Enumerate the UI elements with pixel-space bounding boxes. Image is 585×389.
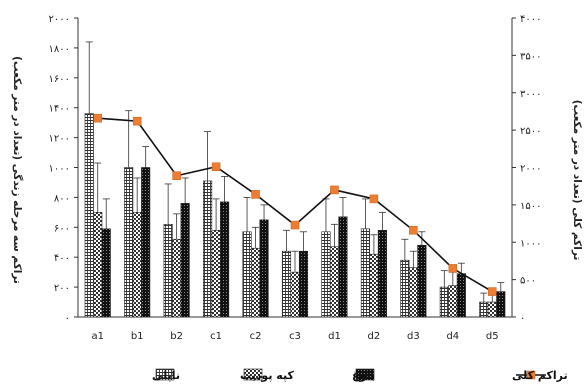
bar-ناپلی-a1 xyxy=(84,113,94,318)
left-axis-title: تراکم سه مرحله زندگی (تعداد در متر مکعب) xyxy=(11,56,24,284)
legend-swatch-marker xyxy=(526,370,536,380)
right-tick-label: ۲۰۰۰ xyxy=(520,164,541,175)
line-marker-c1 xyxy=(211,162,221,172)
right-tick-label: ۴۰۰۰ xyxy=(520,14,541,25)
line-marker-d4 xyxy=(448,264,458,273)
right-tick-label: ۳۰۰۰ xyxy=(520,89,541,100)
bar-کپه پودیت-d2 xyxy=(369,253,379,318)
bar-ناپلی-c3 xyxy=(281,250,292,318)
bar-کپه پودیت-c2 xyxy=(250,247,261,318)
right-axis-ticks: ۰ ۵۰۰ ۱۰۰۰ ۱۵۰۰ ۲۰۰۰ ۲۵۰۰ ۳۰۰۰ ۳۵۰۰ ۴۰۰۰ xyxy=(512,14,541,324)
right-tick-label: ۱۵۰۰ xyxy=(520,201,541,212)
left-tick-label: ۱۶۰۰ xyxy=(49,74,70,85)
right-axis-title: تراکم کلی (تعداد در متر مکعب) xyxy=(571,100,583,261)
bar-ناپلی-d2 xyxy=(360,228,370,318)
x-tick-label-d1: d1 xyxy=(328,331,341,342)
x-tick-label-d3: d3 xyxy=(407,331,420,342)
bar-ناپلی-b2 xyxy=(163,224,173,318)
line-marker-b2 xyxy=(172,171,181,180)
bar-بلوغ-a1 xyxy=(101,228,111,318)
line-marker-c2 xyxy=(251,190,260,199)
left-tick-label: ۸۰۰ xyxy=(54,193,70,204)
x-tick-label-a1: a1 xyxy=(91,331,104,342)
bar-بلوغ-b2 xyxy=(180,203,190,318)
left-tick-label: ۱۴۰۰ xyxy=(49,104,70,115)
left-tick-label: ۲۰۰۰ xyxy=(49,14,70,25)
bar-کپه پودیت-d1 xyxy=(329,246,340,318)
bar-ناپلی-d4 xyxy=(439,286,449,318)
bar-بلوغ-d4 xyxy=(456,273,466,318)
left-tick-label: ۱۸۰۰ xyxy=(49,44,70,55)
line-marker-b1 xyxy=(132,116,142,126)
bar-بلوغ-c1 xyxy=(220,201,230,318)
right-tick-label: ۱۰۰۰ xyxy=(520,238,541,249)
bar-ناپلی-d3 xyxy=(400,259,410,318)
bar-بلوغ-c2 xyxy=(259,219,269,318)
left-tick-label: ۰ xyxy=(65,313,70,324)
bar-ناپلی-d1 xyxy=(321,231,331,318)
x-tick-label-c2: c2 xyxy=(250,331,262,342)
x-tick-label-d2: d2 xyxy=(368,331,381,342)
legend-label: بلوغ xyxy=(352,369,375,382)
bar-ناپلی-b1 xyxy=(124,167,134,318)
right-tick-label: ۳۵۰۰ xyxy=(520,51,541,62)
bar-بلوغ-d3 xyxy=(417,244,427,318)
legend-swatch-check xyxy=(243,368,263,381)
bar-کپه پودیت-c1 xyxy=(211,229,221,318)
left-tick-label: ۴۰۰ xyxy=(54,253,70,264)
x-tick-label-b2: b2 xyxy=(170,331,183,342)
x-tick-label-d5: d5 xyxy=(486,331,499,342)
legend-label: ناپلی xyxy=(152,369,180,382)
line-marker-c3 xyxy=(290,220,300,230)
right-tick-label: ۵۰۰ xyxy=(520,276,536,287)
left-tick-label: ۱۰۰۰ xyxy=(49,164,70,175)
left-tick-label: ۲۰۰ xyxy=(54,283,70,294)
bar-کپه پودیت-c3 xyxy=(290,271,300,318)
x-tick-label-c1: c1 xyxy=(210,331,222,342)
legend-label: تراکم کلی xyxy=(512,369,568,382)
bar-کپه پودیت-b1 xyxy=(132,212,142,318)
bar-کپه پودیت-d4 xyxy=(448,285,458,318)
x-axis-labels: a1 b1 b2 c1 c2 c3 d1 d2 d3 d4 d5 xyxy=(91,331,498,342)
line-marker-d2 xyxy=(369,194,379,204)
legend-label: کپه پودیت xyxy=(240,369,294,382)
bar-بلوغ-d2 xyxy=(377,229,387,318)
plot-area xyxy=(77,18,513,318)
bar-بلوغ-c3 xyxy=(298,250,309,318)
left-axis-ticks: ۰ ۲۰۰ ۴۰۰ ۶۰۰ ۸۰۰ ۱۰۰۰ ۱۲۰۰ ۱۴۰۰ ۱۶۰۰ ۱۸۰۰ ۲۰۰۰ xyxy=(49,14,78,324)
bar-کپه پودیت-a1 xyxy=(93,212,103,318)
bar-کپه پودیت-d3 xyxy=(408,267,418,318)
bar-ناپلی-c2 xyxy=(242,231,252,318)
line-marker-d5 xyxy=(488,287,497,296)
right-tick-label: ۲۵۰۰ xyxy=(520,126,541,137)
bar-بلوغ-b1 xyxy=(141,167,151,318)
bar-ناپلی-d5 xyxy=(479,301,489,318)
line-marker-a1 xyxy=(93,113,102,123)
line-marker-d3 xyxy=(409,226,418,235)
bar-بلوغ-d5 xyxy=(496,291,506,318)
x-tick-label-b1: b1 xyxy=(131,331,144,342)
bar-بلوغ-d1 xyxy=(338,216,348,318)
legend-swatch-dark xyxy=(355,368,375,381)
legend-swatch-grid xyxy=(155,368,175,381)
x-tick-label-d4: d4 xyxy=(446,331,459,342)
legend: تراکم کلی بلوغ کپه پودیت ناپلی xyxy=(152,368,568,382)
right-tick-label: ۰ xyxy=(520,313,525,324)
x-tick-label-c3: c3 xyxy=(289,331,301,342)
bar-کپه پودیت-d5 xyxy=(487,301,497,318)
line-marker-d1 xyxy=(330,185,339,195)
bar-کپه پودیت-b2 xyxy=(172,238,182,318)
left-tick-label: ۱۲۰۰ xyxy=(49,134,70,145)
bar-ناپلی-c1 xyxy=(203,180,213,318)
left-tick-label: ۶۰۰ xyxy=(54,223,70,234)
